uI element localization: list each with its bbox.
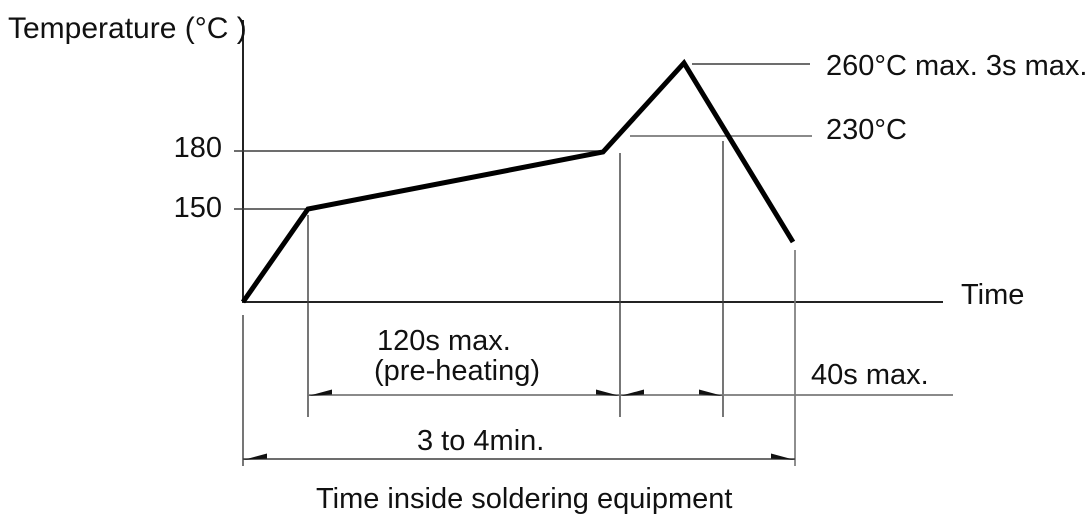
arrowhead-total-right [771,453,795,460]
label-above-230-duration: 40s max. [811,359,929,391]
arrowhead-above230-right [699,389,723,396]
y-tick-180: 180 [173,132,222,164]
y-tick-150: 150 [173,192,222,224]
annotation-peak-260c: 260°C max. 3s max. [826,50,1088,82]
arrowhead-total-left [243,453,267,460]
label-total-duration: 3 to 4min. [417,425,545,457]
chart-title: Temperature (°C ) [8,12,247,45]
label-preheat-duration: 120s max. [377,325,511,357]
temperature-profile-line [240,58,796,304]
arrowhead-above230-left [620,389,644,396]
annotation-230c: 230°C [826,114,907,146]
x-axis-label-time: Time [961,279,1025,311]
caption-time-inside-equipment: Time inside soldering equipment [316,483,733,515]
label-preheat-caption: (pre-heating) [374,355,541,387]
arrowhead-preheat-left [308,389,332,396]
arrowhead-preheat-right [596,389,620,396]
